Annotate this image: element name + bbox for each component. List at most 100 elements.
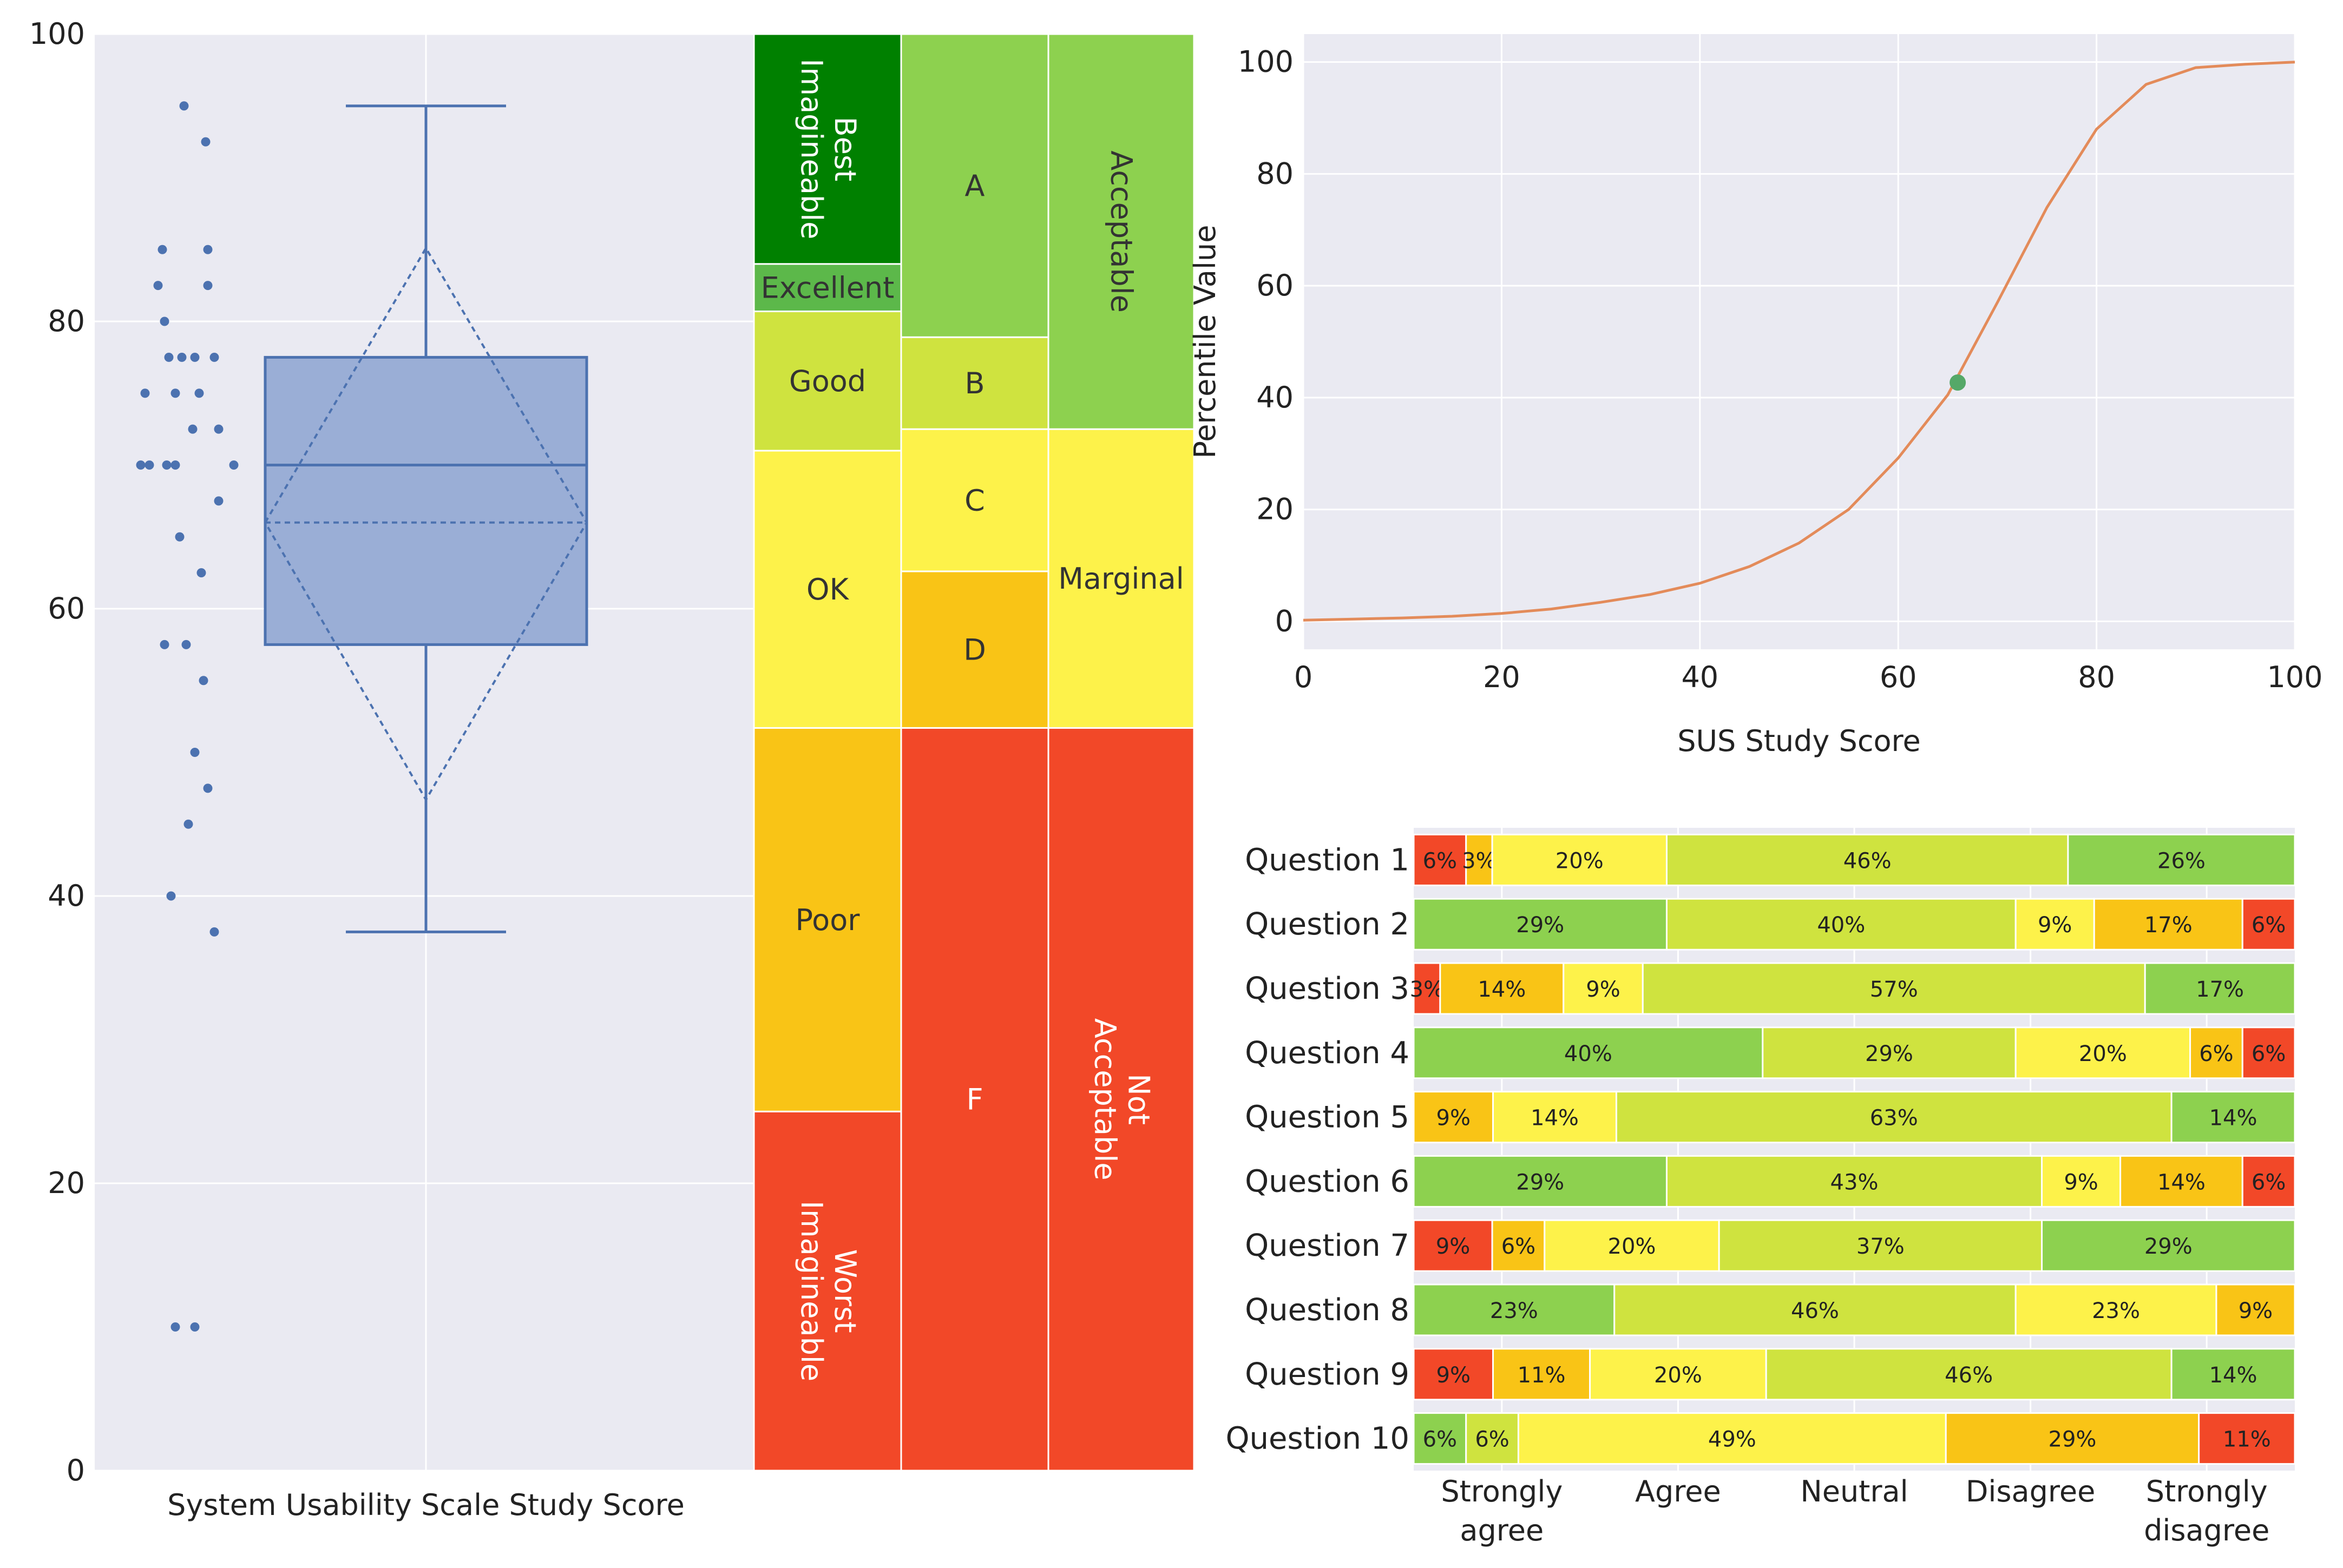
likert-segment-label: 9% [1436, 1234, 1470, 1259]
likert-segment-label: 9% [2038, 913, 2072, 938]
likert-segment-label: 49% [1708, 1427, 1756, 1452]
likert-segment-label: 20% [2079, 1042, 2127, 1066]
likert-segment [1439, 962, 1565, 1015]
likert-segment-label: 9% [2239, 1299, 2273, 1323]
percentile-curve [1303, 61, 2295, 622]
likert-segment [1491, 833, 1668, 886]
likert-segment-label: 11% [2223, 1427, 2271, 1452]
boxplot-chart: 0 20 40 60 80 100 System Usability Scale Study… [29, 17, 755, 1522]
scale-band-label: B [964, 366, 985, 400]
x-axis-label: SUS Study Score [1677, 724, 1921, 758]
question-label: Question 6 [1245, 1164, 1409, 1199]
percentile-chart: 0 20 40 60 80 100 0 20 40 60 80 100 SUS Study Score P… [1188, 34, 2323, 758]
y-tick-label: 80 [1256, 156, 1294, 190]
likert-segment [1665, 898, 2017, 951]
likert-segment-label: 46% [1843, 848, 1892, 873]
data-point [145, 460, 154, 470]
y-tick-label: 60 [1256, 268, 1294, 302]
scale-band-grade [900, 570, 1049, 729]
likert-segment-label: 9% [1436, 1363, 1471, 1388]
likert-category-label: Disagree [1966, 1474, 2096, 1508]
question-label: Question 4 [1245, 1036, 1409, 1071]
scale-band-label: BestImagineable [795, 58, 862, 239]
scale-band-label: Good [789, 364, 866, 398]
data-point [199, 676, 208, 686]
x-axis-label: System Usability Scale Study Score [167, 1488, 685, 1522]
scale-band-label: Acceptable [1105, 150, 1139, 313]
data-point [179, 101, 189, 111]
question-label: Question 7 [1245, 1228, 1409, 1263]
question-label: Question 9 [1245, 1357, 1409, 1392]
likert-segment-label: 14% [1531, 1106, 1579, 1131]
y-tick-label: 40 [1256, 380, 1294, 414]
data-point [164, 352, 174, 362]
scale-band-adjective [753, 263, 902, 312]
likert-segment [1563, 962, 1644, 1015]
likert-segment [1465, 833, 1493, 886]
scale-band-label: NotAcceptable [1088, 1018, 1156, 1181]
likert-segment-label: 29% [1516, 1170, 1564, 1195]
likert-segment-label: 26% [2157, 848, 2206, 873]
iqr-box [264, 355, 588, 646]
likert-segment-label: 43% [1830, 1170, 1879, 1195]
scale-band-grade [900, 428, 1049, 572]
scale-band-acceptability [1047, 33, 1195, 430]
plot-background [1303, 34, 2295, 649]
data-point [166, 891, 176, 901]
likert-segment-label: 14% [2157, 1170, 2206, 1195]
likert-segment [2014, 1026, 2191, 1079]
data-point [136, 460, 146, 470]
likert-segment [1492, 1091, 1617, 1144]
likert-segment [2014, 898, 2095, 951]
likert-segment [1517, 1412, 1947, 1465]
data-point [214, 424, 224, 434]
question-label: Question 8 [1245, 1293, 1409, 1328]
likert-segment-label: 23% [2092, 1299, 2140, 1323]
y-tick-label: 100 [29, 17, 85, 51]
likert-chart: 6% 3% 20% 46% 26%Question 129% 40% 9% 17% 6%Ques… [1225, 828, 2296, 1547]
data-point [190, 748, 200, 757]
data-point [196, 568, 206, 578]
likert-segment [1665, 833, 2069, 886]
scale-band-label: Excellent [761, 271, 895, 305]
scale-band-label: C [964, 484, 985, 518]
likert-segment [1945, 1412, 2200, 1465]
data-point [170, 460, 180, 470]
x-tick-label: 80 [2078, 660, 2115, 694]
likert-segment-label: 46% [1945, 1363, 1993, 1388]
likert-segment-label: 37% [1856, 1234, 1905, 1259]
scale-band-adjective [753, 450, 902, 729]
likert-segment [1413, 1155, 1668, 1208]
likert-segment-label: 14% [2209, 1363, 2257, 1388]
data-point [181, 640, 191, 649]
likert-segment [2241, 898, 2296, 951]
data-point [157, 245, 167, 254]
likert-segment [1762, 1026, 2017, 1079]
likert-segment [1589, 1348, 1767, 1401]
y-tick-label: 40 [48, 879, 85, 913]
likert-segment-label: 29% [2049, 1427, 2097, 1452]
question-label: Question 5 [1245, 1100, 1409, 1135]
likert-segment [2144, 962, 2296, 1015]
scale-band-acceptability [1047, 727, 1195, 1472]
data-point [203, 783, 213, 793]
likert-segment [1413, 1348, 1494, 1401]
data-point [203, 245, 213, 254]
scale-band-label: A [965, 169, 985, 203]
likert-category-label: Agree [1635, 1474, 1721, 1508]
likert-segment [1413, 1091, 1494, 1144]
data-point [170, 388, 180, 398]
y-tick-label: 80 [48, 304, 85, 338]
likert-segment [2241, 1155, 2296, 1208]
sus-scale-chart: WorstImagineable Poor OK Good Excellent BestI… [753, 33, 1195, 1472]
x-tick-label: 0 [1294, 660, 1312, 694]
data-point [201, 137, 211, 147]
scale-band-label: Poor [796, 903, 861, 937]
data-point [170, 1322, 180, 1332]
data-point [190, 1322, 200, 1332]
likert-segment [2067, 833, 2296, 886]
data-point [160, 640, 169, 649]
x-tick-label: 20 [1483, 660, 1520, 694]
likert-segment [1413, 1412, 1467, 1465]
likert-segment [1544, 1219, 1720, 1272]
